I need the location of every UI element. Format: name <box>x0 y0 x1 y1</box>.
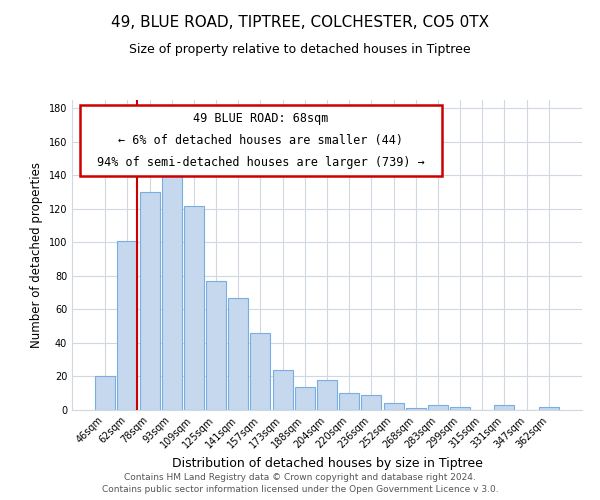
Bar <box>494 405 514 410</box>
Text: 94% of semi-detached houses are larger (739) →: 94% of semi-detached houses are larger (… <box>97 156 425 168</box>
Text: ← 6% of detached houses are smaller (44): ← 6% of detached houses are smaller (44) <box>118 134 403 147</box>
Bar <box>450 406 470 410</box>
Bar <box>95 376 115 410</box>
Bar <box>250 333 271 410</box>
Bar <box>317 380 337 410</box>
FancyBboxPatch shape <box>80 104 442 176</box>
Bar <box>184 206 204 410</box>
Bar <box>539 406 559 410</box>
Text: 49, BLUE ROAD, TIPTREE, COLCHESTER, CO5 0TX: 49, BLUE ROAD, TIPTREE, COLCHESTER, CO5 … <box>111 15 489 30</box>
Bar <box>272 370 293 410</box>
Bar <box>295 386 315 410</box>
Bar <box>361 395 382 410</box>
Bar <box>428 405 448 410</box>
Text: Contains HM Land Registry data © Crown copyright and database right 2024.: Contains HM Land Registry data © Crown c… <box>124 472 476 482</box>
Bar <box>339 393 359 410</box>
Y-axis label: Number of detached properties: Number of detached properties <box>30 162 43 348</box>
Bar <box>228 298 248 410</box>
Bar <box>140 192 160 410</box>
Bar <box>162 166 182 410</box>
Bar <box>383 404 404 410</box>
Bar <box>406 408 426 410</box>
Text: Contains public sector information licensed under the Open Government Licence v : Contains public sector information licen… <box>101 485 499 494</box>
Text: 49 BLUE ROAD: 68sqm: 49 BLUE ROAD: 68sqm <box>193 112 328 125</box>
Bar <box>206 281 226 410</box>
Bar <box>118 241 137 410</box>
X-axis label: Distribution of detached houses by size in Tiptree: Distribution of detached houses by size … <box>172 457 482 470</box>
Text: Size of property relative to detached houses in Tiptree: Size of property relative to detached ho… <box>129 42 471 56</box>
